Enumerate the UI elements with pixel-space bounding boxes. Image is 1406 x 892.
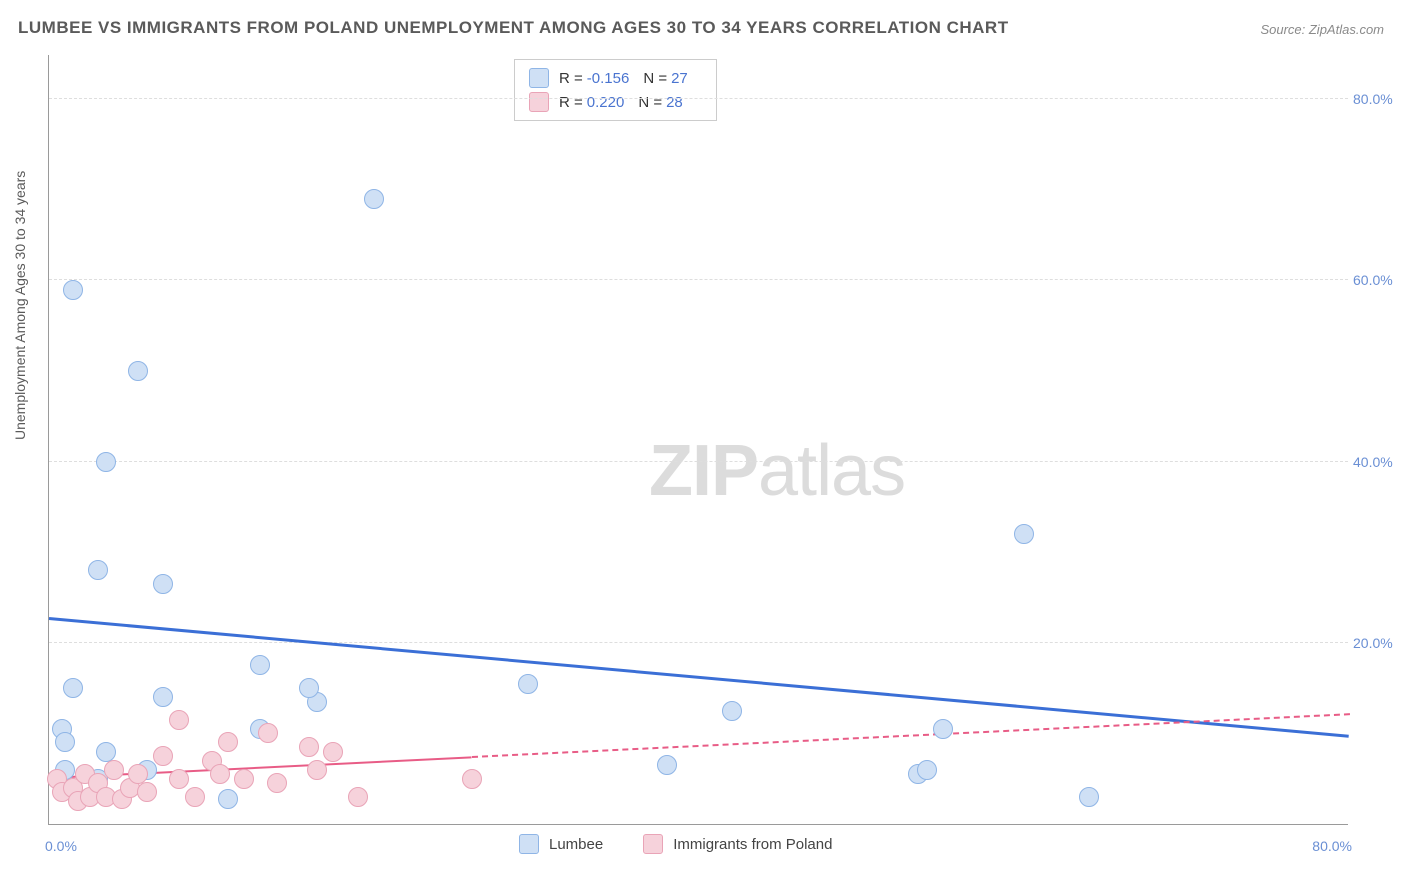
- x-tick-right: 80.0%: [1312, 838, 1352, 854]
- poland-point: [104, 760, 124, 780]
- chart-title: LUMBEE VS IMMIGRANTS FROM POLAND UNEMPLO…: [18, 18, 1009, 38]
- lumbee-label: Lumbee: [549, 836, 603, 853]
- legend-stats: R =-0.156N =27: [559, 70, 702, 87]
- lumbee-point: [722, 701, 742, 721]
- poland-point: [137, 782, 157, 802]
- poland-point: [234, 769, 254, 789]
- y-axis-label: Unemployment Among Ages 30 to 34 years: [12, 171, 28, 440]
- lumbee-point: [128, 361, 148, 381]
- lumbee-point: [518, 674, 538, 694]
- gridline: [49, 461, 1348, 462]
- poland-point: [267, 773, 287, 793]
- lumbee-point: [917, 760, 937, 780]
- poland-point: [128, 764, 148, 784]
- x-tick-left: 0.0%: [45, 838, 77, 854]
- legend-stats: R =0.220N =28: [559, 94, 697, 111]
- poland-point: [210, 764, 230, 784]
- poland-point: [218, 732, 238, 752]
- y-tick-label: 60.0%: [1353, 272, 1398, 288]
- lumbee-point: [1079, 787, 1099, 807]
- poland-trendline: [471, 713, 1349, 758]
- gridline: [49, 279, 1348, 280]
- poland-point: [299, 737, 319, 757]
- lumbee-point: [55, 732, 75, 752]
- lumbee-point: [1014, 524, 1034, 544]
- watermark: ZIPatlas: [649, 430, 905, 512]
- watermark-light: atlas: [758, 431, 905, 511]
- lumbee-point: [96, 452, 116, 472]
- lumbee-swatch: [519, 834, 539, 854]
- lumbee-point: [63, 280, 83, 300]
- gridline: [49, 98, 1348, 99]
- source-attribution: Source: ZipAtlas.com: [1260, 22, 1384, 37]
- poland-swatch: [643, 834, 663, 854]
- poland-point: [185, 787, 205, 807]
- lumbee-swatch-icon: [529, 68, 549, 88]
- poland-point: [307, 760, 327, 780]
- lumbee-point: [364, 189, 384, 209]
- lumbee-point: [63, 678, 83, 698]
- poland-point: [323, 742, 343, 762]
- y-tick-label: 80.0%: [1353, 91, 1398, 107]
- lumbee-point: [153, 574, 173, 594]
- poland-point: [462, 769, 482, 789]
- lumbee-point: [933, 719, 953, 739]
- poland-point: [348, 787, 368, 807]
- lumbee-point: [657, 755, 677, 775]
- plot-area: ZIPatlas R =-0.156N =27R =0.220N =28 Lum…: [48, 55, 1348, 825]
- series-legend: Lumbee Immigrants from Poland: [519, 834, 832, 854]
- poland-point: [169, 710, 189, 730]
- legend-row: R =-0.156N =27: [529, 66, 702, 90]
- poland-point: [258, 723, 278, 743]
- correlation-legend: R =-0.156N =27 R =0.220N =28: [514, 59, 717, 121]
- legend-row: R =0.220N =28: [529, 90, 702, 114]
- watermark-bold: ZIP: [649, 431, 758, 511]
- y-tick-label: 20.0%: [1353, 635, 1398, 651]
- lumbee-point: [299, 678, 319, 698]
- poland-swatch-icon: [529, 92, 549, 112]
- lumbee-point: [153, 687, 173, 707]
- lumbee-point: [96, 742, 116, 762]
- lumbee-point: [88, 560, 108, 580]
- lumbee-trendline: [49, 617, 1349, 738]
- gridline: [49, 642, 1348, 643]
- lumbee-point: [250, 655, 270, 675]
- poland-point: [169, 769, 189, 789]
- poland-label: Immigrants from Poland: [673, 836, 832, 853]
- lumbee-point: [218, 789, 238, 809]
- y-tick-label: 40.0%: [1353, 454, 1398, 470]
- poland-point: [153, 746, 173, 766]
